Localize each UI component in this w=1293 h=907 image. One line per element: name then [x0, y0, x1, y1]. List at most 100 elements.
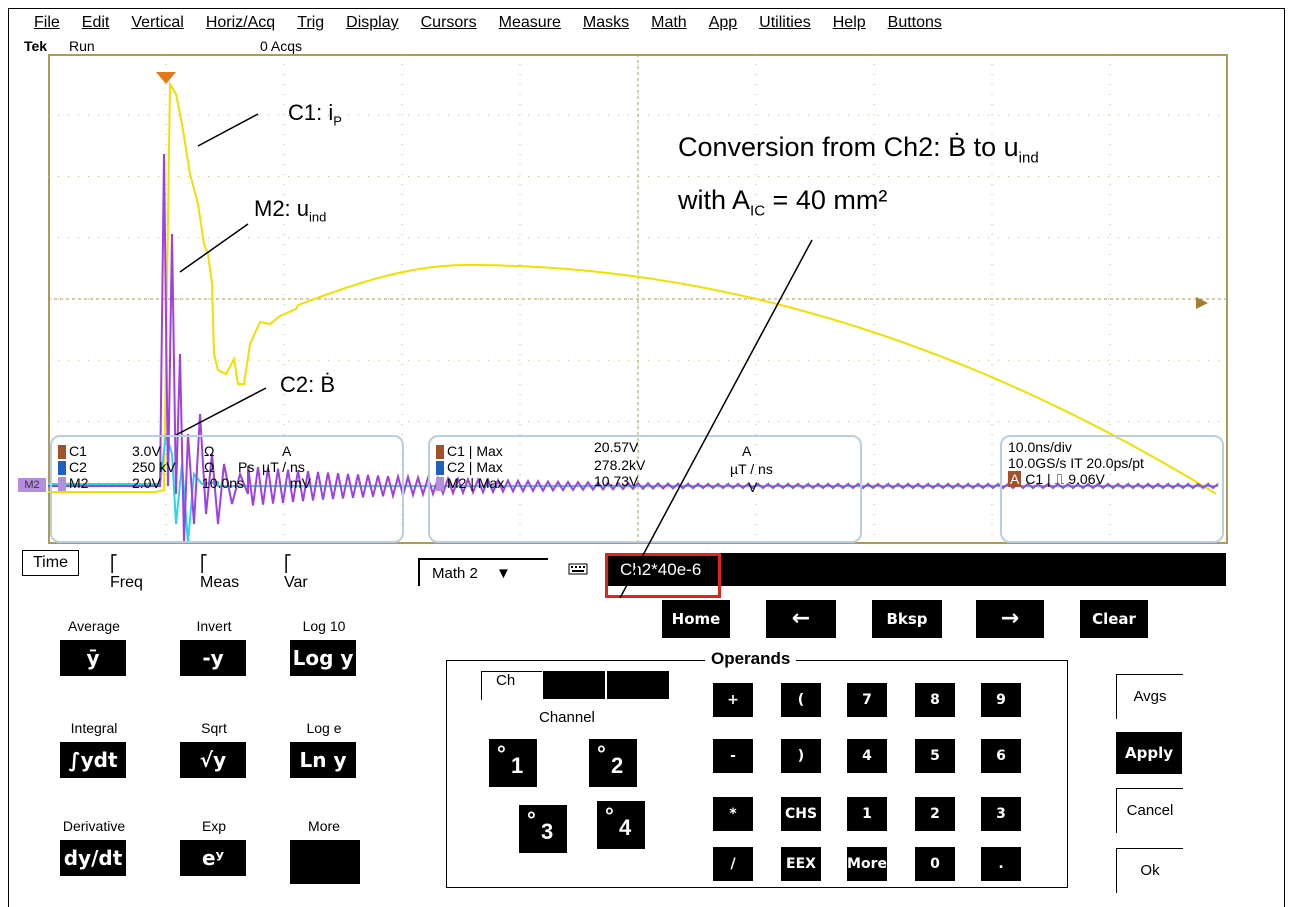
function-button-invert[interactable]: -y — [180, 640, 246, 676]
menu-display[interactable]: Display — [346, 14, 399, 31]
meas-c2-unit: µT / ns — [730, 461, 773, 477]
meas-row-c2: C2 | Max — [436, 459, 503, 476]
cursor-left-button[interactable]: ← — [766, 600, 836, 638]
menu-utilities[interactable]: Utilities — [759, 14, 811, 31]
keyboard-icon[interactable] — [568, 562, 588, 576]
annotation-m2: M2: uind — [254, 196, 327, 225]
tab-meas[interactable]: ⎡ Meas — [200, 556, 240, 591]
key-0[interactable]: 0 — [915, 847, 955, 881]
key-8[interactable]: 8 — [915, 683, 955, 717]
key-3[interactable]: 3 — [981, 797, 1021, 831]
key-plus[interactable]: + — [713, 683, 753, 717]
apply-button[interactable]: Apply — [1116, 732, 1182, 774]
tab-channel[interactable]: Ch — [481, 671, 542, 700]
probe-icon: ° — [597, 741, 606, 766]
menu-measure[interactable]: Measure — [498, 14, 561, 31]
menu-buttons[interactable]: Buttons — [887, 14, 942, 31]
key-multiply[interactable]: * — [713, 797, 753, 831]
key-2[interactable]: 2 — [915, 797, 955, 831]
settings-row-c2: C2 — [58, 459, 87, 476]
probe-icon: ° — [497, 741, 506, 766]
menu-masks[interactable]: Masks — [582, 14, 630, 31]
key-more[interactable]: More — [847, 847, 887, 881]
key-minus[interactable]: - — [713, 739, 753, 773]
key-9[interactable]: 9 — [981, 683, 1021, 717]
meas-m2-value: 10.73V — [594, 473, 639, 489]
trigger-position-icon — [156, 72, 176, 84]
channel-3-button[interactable]: ° 3 — [519, 805, 567, 853]
channel-number: 4 — [619, 815, 632, 840]
key-chs[interactable]: CHS — [781, 797, 821, 831]
menu-file[interactable]: File — [34, 14, 60, 31]
key-lparen[interactable]: ( — [781, 683, 821, 717]
m2-unit: mV — [290, 475, 311, 491]
cancel-button[interactable]: Cancel — [1116, 788, 1183, 833]
key-6[interactable]: 6 — [981, 739, 1021, 773]
c1-scale: 3.0V — [132, 443, 161, 459]
key-eex[interactable]: EEX — [781, 847, 821, 881]
channel-settings-readout: C1 3.0V Ω A C2 250 kV Ω Ps µT / ns M2 2.… — [50, 435, 404, 543]
status-bar: Tek Run 0 Acqs — [22, 38, 1272, 54]
math-select-dropdown[interactable]: Math 2 ▼ — [418, 558, 548, 586]
trigger-level-icon — [1196, 297, 1208, 309]
c1-impedance: Ω — [204, 443, 215, 459]
clear-button[interactable]: Clear — [1080, 600, 1148, 638]
key-5[interactable]: 5 — [915, 739, 955, 773]
function-label-integral: Integral — [70, 720, 118, 736]
home-button[interactable]: Home — [662, 600, 730, 638]
sample-rate: 10.0GS/s IT 20.0ps/pt — [1008, 455, 1144, 471]
function-label-log-10: Log 10 — [302, 618, 346, 634]
key-7[interactable]: 7 — [847, 683, 887, 717]
function-button-integral[interactable]: ∫ydt — [60, 742, 126, 778]
run-status: Run — [69, 38, 95, 54]
menu-math[interactable]: Math — [651, 14, 687, 31]
tab-time[interactable]: Time — [22, 550, 79, 576]
function-button-derivative[interactable]: dy/dt — [60, 840, 126, 876]
tab-freq[interactable]: ⎡ Freq — [110, 556, 143, 591]
channel-1-button[interactable]: ° 1 — [489, 739, 537, 787]
menu-vertical[interactable]: Vertical — [131, 14, 184, 31]
meas-row-c1: C1 | Max — [436, 443, 503, 460]
function-label-sqrt: Sqrt — [201, 720, 227, 736]
channel-4-button[interactable]: ° 4 — [597, 801, 645, 849]
channel-number: 2 — [611, 753, 624, 778]
menu-edit[interactable]: Edit — [81, 14, 110, 31]
function-button-more[interactable] — [290, 840, 360, 884]
tab-ref[interactable] — [543, 671, 605, 699]
settings-row-m2: M2 — [58, 475, 88, 492]
key-divide[interactable]: / — [713, 847, 753, 881]
key-4[interactable]: 4 — [847, 739, 887, 773]
ok-button[interactable]: Ok — [1116, 848, 1183, 893]
measurement-readout: C1 | Max 20.57V A C2 | Max 278.2kV µT / … — [428, 435, 862, 543]
menu-bar: File Edit Vertical Horiz/Acq Trig Display Curs… — [34, 14, 964, 38]
function-button-log-10[interactable]: Log y — [290, 640, 356, 676]
menu-help[interactable]: Help — [832, 14, 866, 31]
trigger-readout: A C1 | ⎍ 9.06V — [1008, 471, 1105, 487]
avgs-button[interactable]: Avgs — [1116, 674, 1183, 719]
annotation-c1: C1: iP — [288, 100, 342, 129]
key-1[interactable]: 1 — [847, 797, 887, 831]
menu-horiz-acq[interactable]: Horiz/Acq — [205, 14, 276, 31]
channel-2-button[interactable]: ° 2 — [589, 739, 637, 787]
backspace-button[interactable]: Bksp — [872, 600, 942, 638]
time-per-div: 10.0ns/div — [1008, 439, 1072, 455]
menu-trig[interactable]: Trig — [297, 14, 325, 31]
channel-number: 3 — [541, 819, 554, 844]
function-button-sqrt[interactable]: √y — [180, 742, 246, 778]
tab-math[interactable] — [607, 671, 669, 699]
tab-var[interactable]: ⎡ Var — [284, 556, 308, 591]
function-button-average[interactable]: ȳ — [60, 640, 126, 676]
m2-reference-marker[interactable]: M2 — [18, 478, 46, 492]
meas-m2-unit: V — [748, 479, 758, 495]
operands-title: Operands — [705, 649, 797, 669]
cursor-right-button[interactable]: → — [976, 600, 1044, 638]
function-button-exp[interactable]: eʸ — [180, 840, 246, 876]
key-dot[interactable]: . — [981, 847, 1021, 881]
key-rparen[interactable]: ) — [781, 739, 821, 773]
c2-unit: µT / ns — [262, 459, 305, 475]
m2-scale: 2.0V — [132, 475, 161, 491]
function-button-log-e[interactable]: Ln y — [290, 742, 356, 778]
c1-unit: A — [282, 443, 292, 459]
menu-app[interactable]: App — [708, 14, 738, 31]
menu-cursors[interactable]: Cursors — [420, 14, 477, 31]
